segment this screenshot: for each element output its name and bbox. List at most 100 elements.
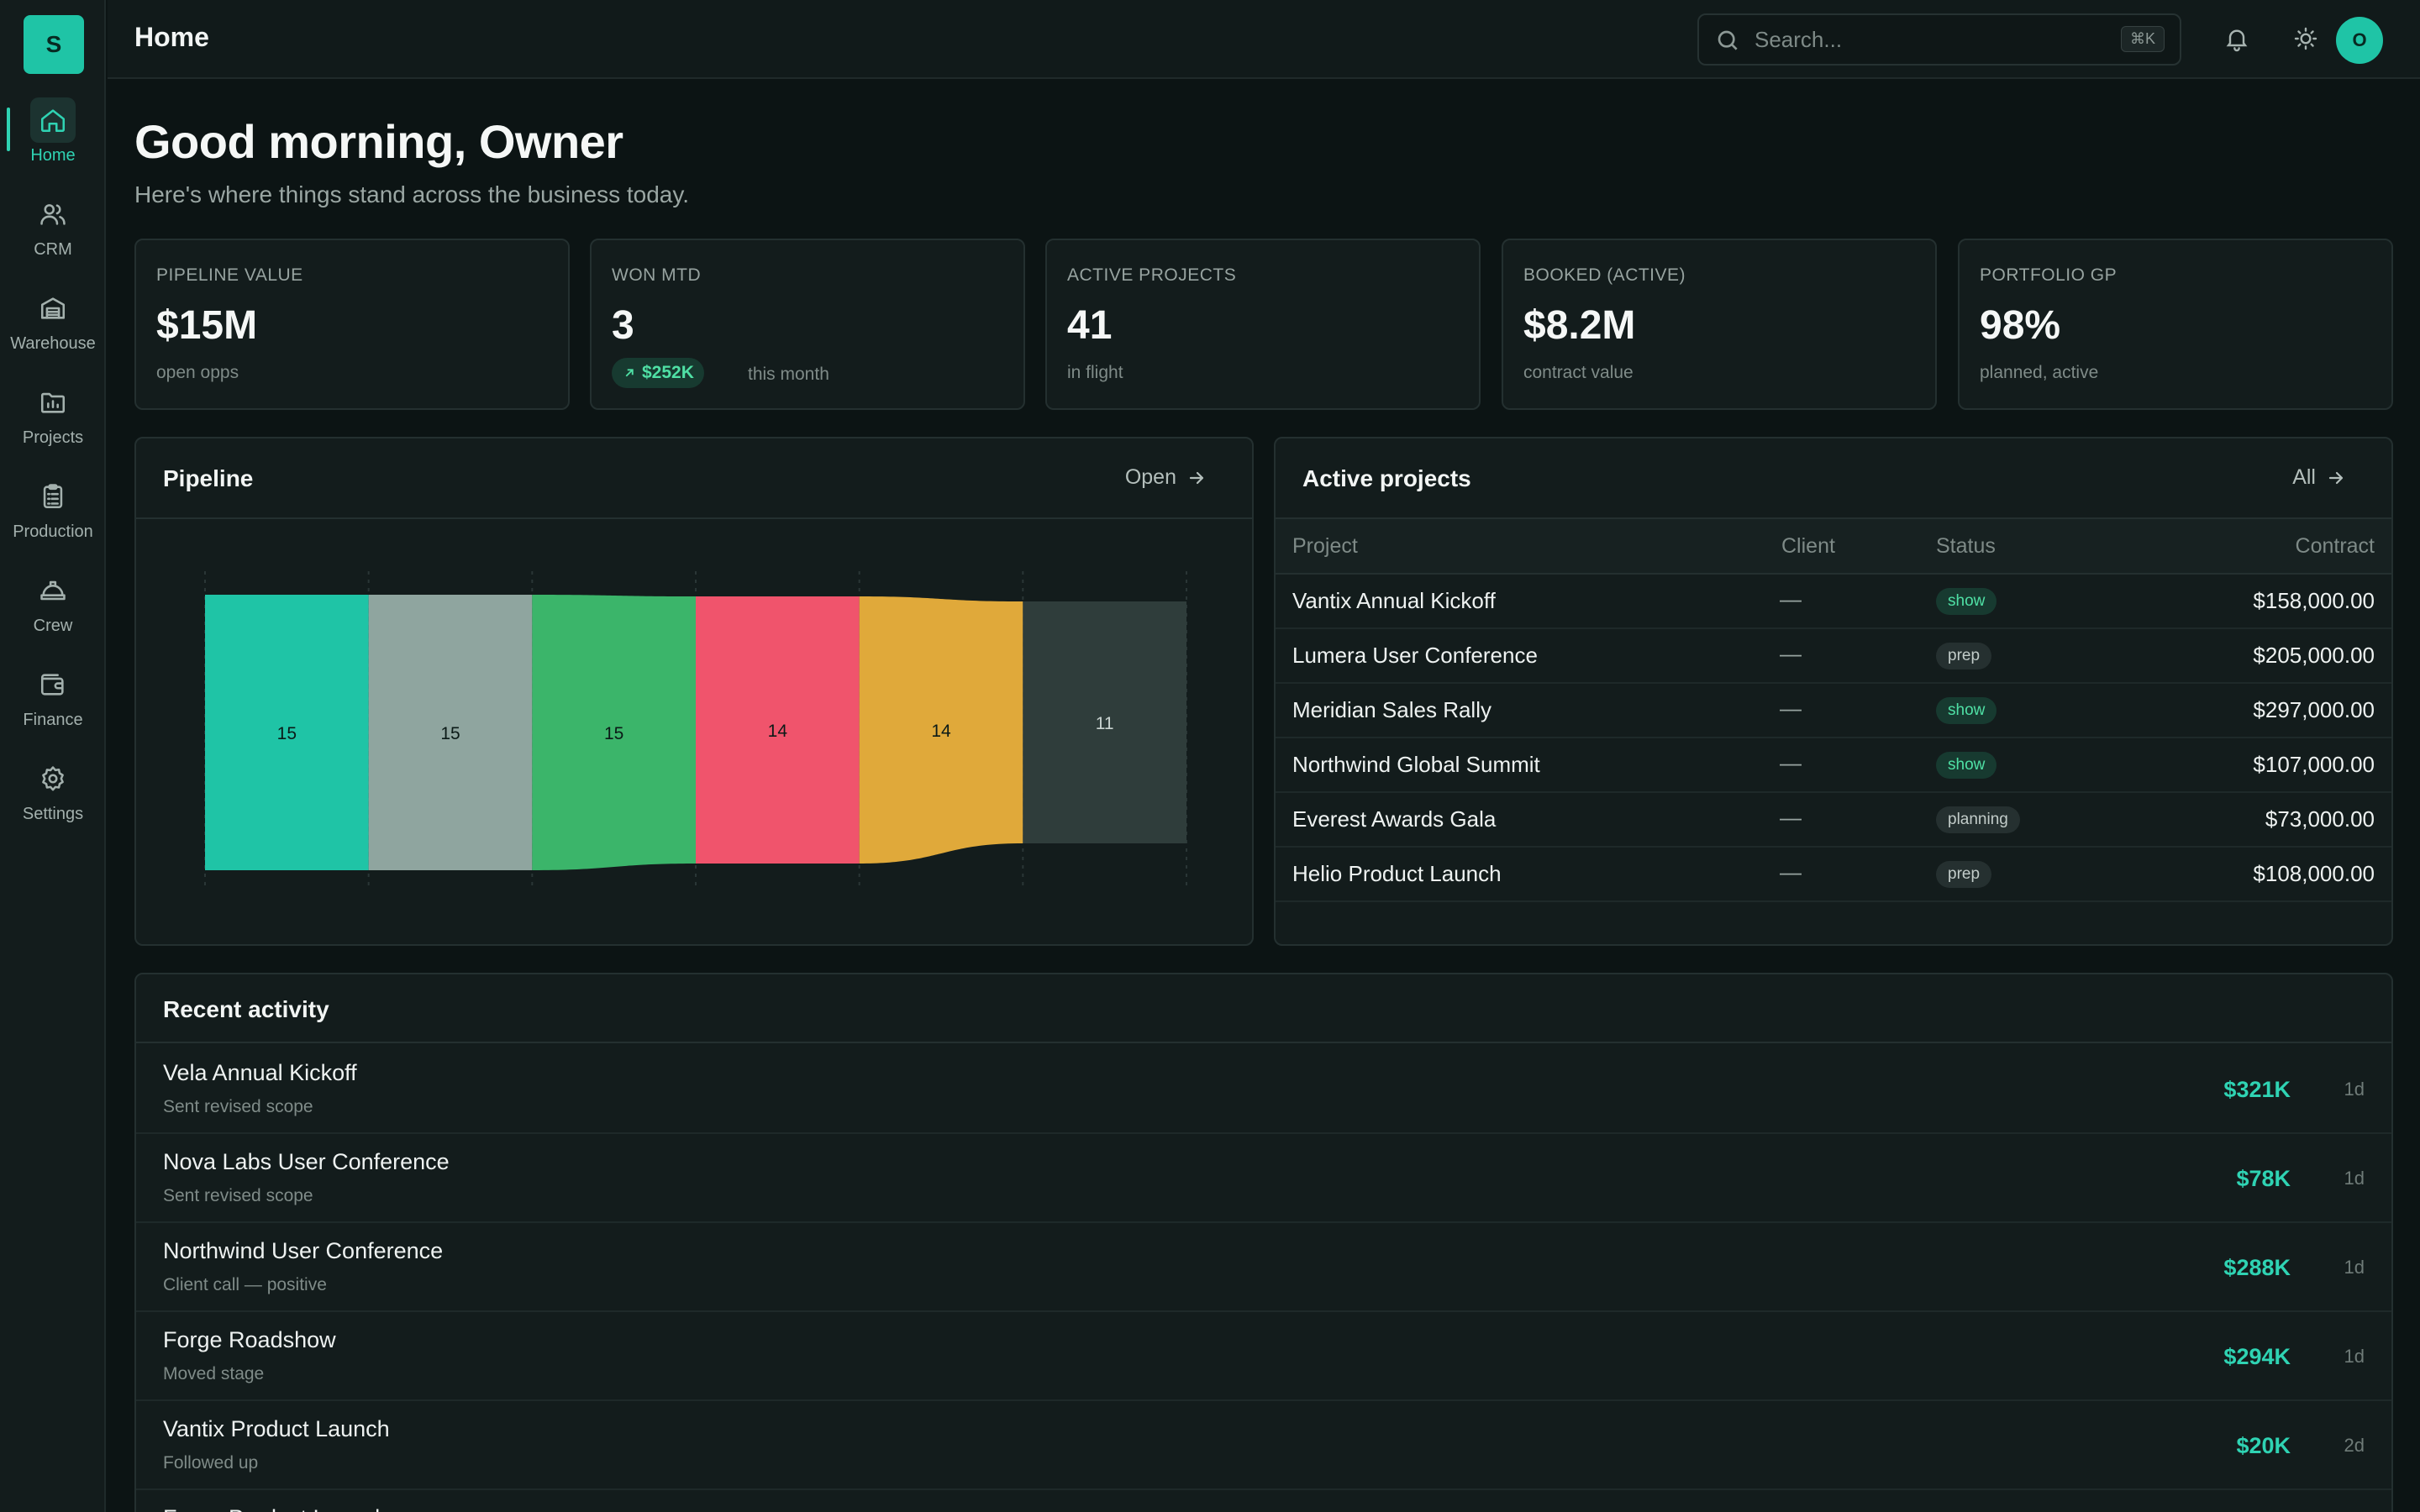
kpi-card-pipeline-value: PIPELINE VALUE $15M open opps bbox=[134, 239, 570, 410]
sidebar-item-crew[interactable]: Crew bbox=[0, 568, 106, 652]
kpi-sub: contract value bbox=[1523, 363, 1634, 382]
table-row[interactable]: Meridian Sales Rally — show $297,000.00 bbox=[1276, 684, 2391, 738]
kpi-value: 98% bbox=[1980, 303, 2061, 348]
activity-time: 1d bbox=[2344, 1346, 2365, 1367]
status-badge: show bbox=[1936, 588, 1997, 615]
activity-time: 1d bbox=[2344, 1257, 2365, 1278]
kpi-sub: this month bbox=[748, 365, 829, 384]
activity-title: Nova Labs User Conference bbox=[163, 1149, 450, 1174]
project-name: Lumera User Conference bbox=[1292, 643, 1538, 668]
panel-link-label: All bbox=[2292, 465, 2316, 489]
activity-amount: $321K bbox=[2223, 1077, 2291, 1102]
sidebar-item-warehouse[interactable]: Warehouse bbox=[0, 286, 106, 370]
status-badge: show bbox=[1936, 697, 1997, 724]
sun-icon bbox=[2292, 25, 2319, 52]
folder-icon bbox=[30, 380, 76, 425]
project-name: Everest Awards Gala bbox=[1292, 806, 1497, 832]
kpi-sub: planned, active bbox=[1980, 363, 2099, 382]
panel-header: Pipeline Open bbox=[136, 438, 1252, 519]
project-name: Vantix Annual Kickoff bbox=[1292, 588, 1496, 613]
table-row[interactable]: Everest Awards Gala — planning $73,000.00 bbox=[1276, 793, 2391, 848]
kpi-trend-badge: $252K bbox=[612, 358, 704, 388]
activity-item[interactable]: Northwind User Conference Client call — p… bbox=[136, 1223, 2391, 1312]
kpi-value: 3 bbox=[612, 303, 634, 348]
column-header-contract[interactable]: Contract bbox=[2295, 534, 2375, 558]
home-icon bbox=[30, 97, 76, 143]
arrow-right-icon bbox=[1186, 468, 1207, 488]
sidebar-item-finance[interactable]: Finance bbox=[0, 662, 106, 746]
search-icon bbox=[1714, 27, 1741, 54]
app-logo[interactable]: S bbox=[24, 15, 84, 74]
funnel-stage-3 bbox=[532, 595, 696, 870]
kpi-card-active-projects: ACTIVE PROJECTS 41 in flight bbox=[1045, 239, 1481, 410]
table-row[interactable]: Vantix Annual Kickoff — show $158,000.00 bbox=[1276, 575, 2391, 629]
activity-amount: $78K bbox=[2236, 1166, 2291, 1191]
active-projects-panel: Active projects All Project Client Statu… bbox=[1274, 437, 2393, 946]
table-header: Project Client Status Contract bbox=[1276, 519, 2391, 575]
funnel-stage-6 bbox=[1023, 601, 1186, 843]
notifications-button[interactable] bbox=[2218, 20, 2255, 57]
client-name: — bbox=[1780, 586, 1802, 612]
table-row[interactable]: Helio Product Launch — prep $108,000.00 bbox=[1276, 848, 2391, 902]
column-header-client[interactable]: Client bbox=[1781, 534, 1835, 558]
activity-amount: $20K bbox=[2236, 1433, 2291, 1458]
search-shortcut: ⌘K bbox=[2120, 26, 2165, 52]
activity-item[interactable]: Forge Product Launch bbox=[136, 1490, 2391, 1512]
sidebar-item-settings[interactable]: Settings bbox=[0, 756, 106, 840]
client-name: — bbox=[1780, 859, 1802, 885]
client-name: — bbox=[1780, 696, 1802, 721]
search-input[interactable] bbox=[1754, 22, 2107, 57]
avatar[interactable]: O bbox=[2336, 17, 2383, 64]
activity-title: Northwind User Conference bbox=[163, 1238, 444, 1263]
page-title: Home bbox=[134, 22, 209, 52]
kpi-sub: in flight bbox=[1067, 363, 1123, 382]
activity-title: Forge Product Launch bbox=[163, 1505, 387, 1512]
gear-icon bbox=[30, 756, 76, 801]
client-name: — bbox=[1780, 750, 1802, 775]
panel-header: Active projects All bbox=[1276, 438, 2391, 519]
sidebar-item-production[interactable]: Production bbox=[0, 474, 106, 558]
activity-item[interactable]: Nova Labs User Conference Sent revised sc… bbox=[136, 1134, 2391, 1223]
sidebar-item-label: Crew bbox=[33, 617, 73, 635]
table-row[interactable]: Northwind Global Summit — show $107,000.00 bbox=[1276, 738, 2391, 793]
sidebar-item-home[interactable]: Home bbox=[0, 97, 106, 181]
sidebar-item-projects[interactable]: Projects bbox=[0, 380, 106, 464]
sidebar: S Home CRM Warehouse Projects Production bbox=[0, 0, 106, 1512]
status-badge: prep bbox=[1936, 861, 1992, 888]
kpi-value: $8.2M bbox=[1523, 303, 1636, 348]
kpi-label: WON MTD bbox=[612, 265, 702, 285]
search-box[interactable]: ⌘K bbox=[1697, 13, 2181, 66]
kpi-label: ACTIVE PROJECTS bbox=[1067, 265, 1237, 285]
activity-item[interactable]: Vela Annual Kickoff Sent revised scope $32… bbox=[136, 1045, 2391, 1134]
activity-time: 1d bbox=[2344, 1168, 2365, 1189]
contract-amount: $205,000.00 bbox=[2253, 643, 2375, 668]
projects-all-link[interactable]: All bbox=[2292, 465, 2346, 490]
kpi-sub: open opps bbox=[156, 363, 239, 382]
sidebar-item-label: Warehouse bbox=[10, 334, 96, 353]
contract-amount: $107,000.00 bbox=[2253, 752, 2375, 777]
activity-title: Forge Roadshow bbox=[163, 1327, 336, 1352]
panel-link-label: Open bbox=[1124, 465, 1176, 489]
activity-amount: $288K bbox=[2223, 1255, 2291, 1280]
contract-amount: $297,000.00 bbox=[2253, 697, 2375, 722]
activity-item[interactable]: Vantix Product Launch Followed up $20K 2d bbox=[136, 1401, 2391, 1490]
contract-amount: $73,000.00 bbox=[2265, 806, 2375, 832]
pipeline-funnel-chart: 15 15 15 14 14 11 bbox=[204, 571, 1187, 885]
contract-amount: $108,000.00 bbox=[2253, 861, 2375, 886]
column-header-status[interactable]: Status bbox=[1936, 534, 1996, 558]
column-header-project[interactable]: Project bbox=[1292, 534, 1358, 558]
funnel-stage-5 bbox=[859, 596, 1023, 864]
activity-subtitle: Client call — positive bbox=[163, 1275, 327, 1294]
theme-toggle-button[interactable] bbox=[2287, 20, 2324, 57]
pipeline-open-link[interactable]: Open bbox=[1125, 465, 1207, 490]
funnel-stage-label: 11 bbox=[1096, 714, 1114, 733]
project-name: Helio Product Launch bbox=[1292, 861, 1502, 886]
wallet-icon bbox=[30, 662, 76, 707]
arrow-up-right-icon bbox=[622, 365, 637, 381]
activity-item[interactable]: Forge Roadshow Moved stage $294K 1d bbox=[136, 1312, 2391, 1401]
funnel-stage-4 bbox=[696, 596, 860, 864]
table-row[interactable]: Lumera User Conference — prep $205,000.00 bbox=[1276, 629, 2391, 684]
sidebar-item-crm[interactable]: CRM bbox=[0, 192, 106, 276]
funnel-stage-label: 15 bbox=[604, 724, 623, 743]
status-badge: planning bbox=[1936, 806, 2020, 833]
